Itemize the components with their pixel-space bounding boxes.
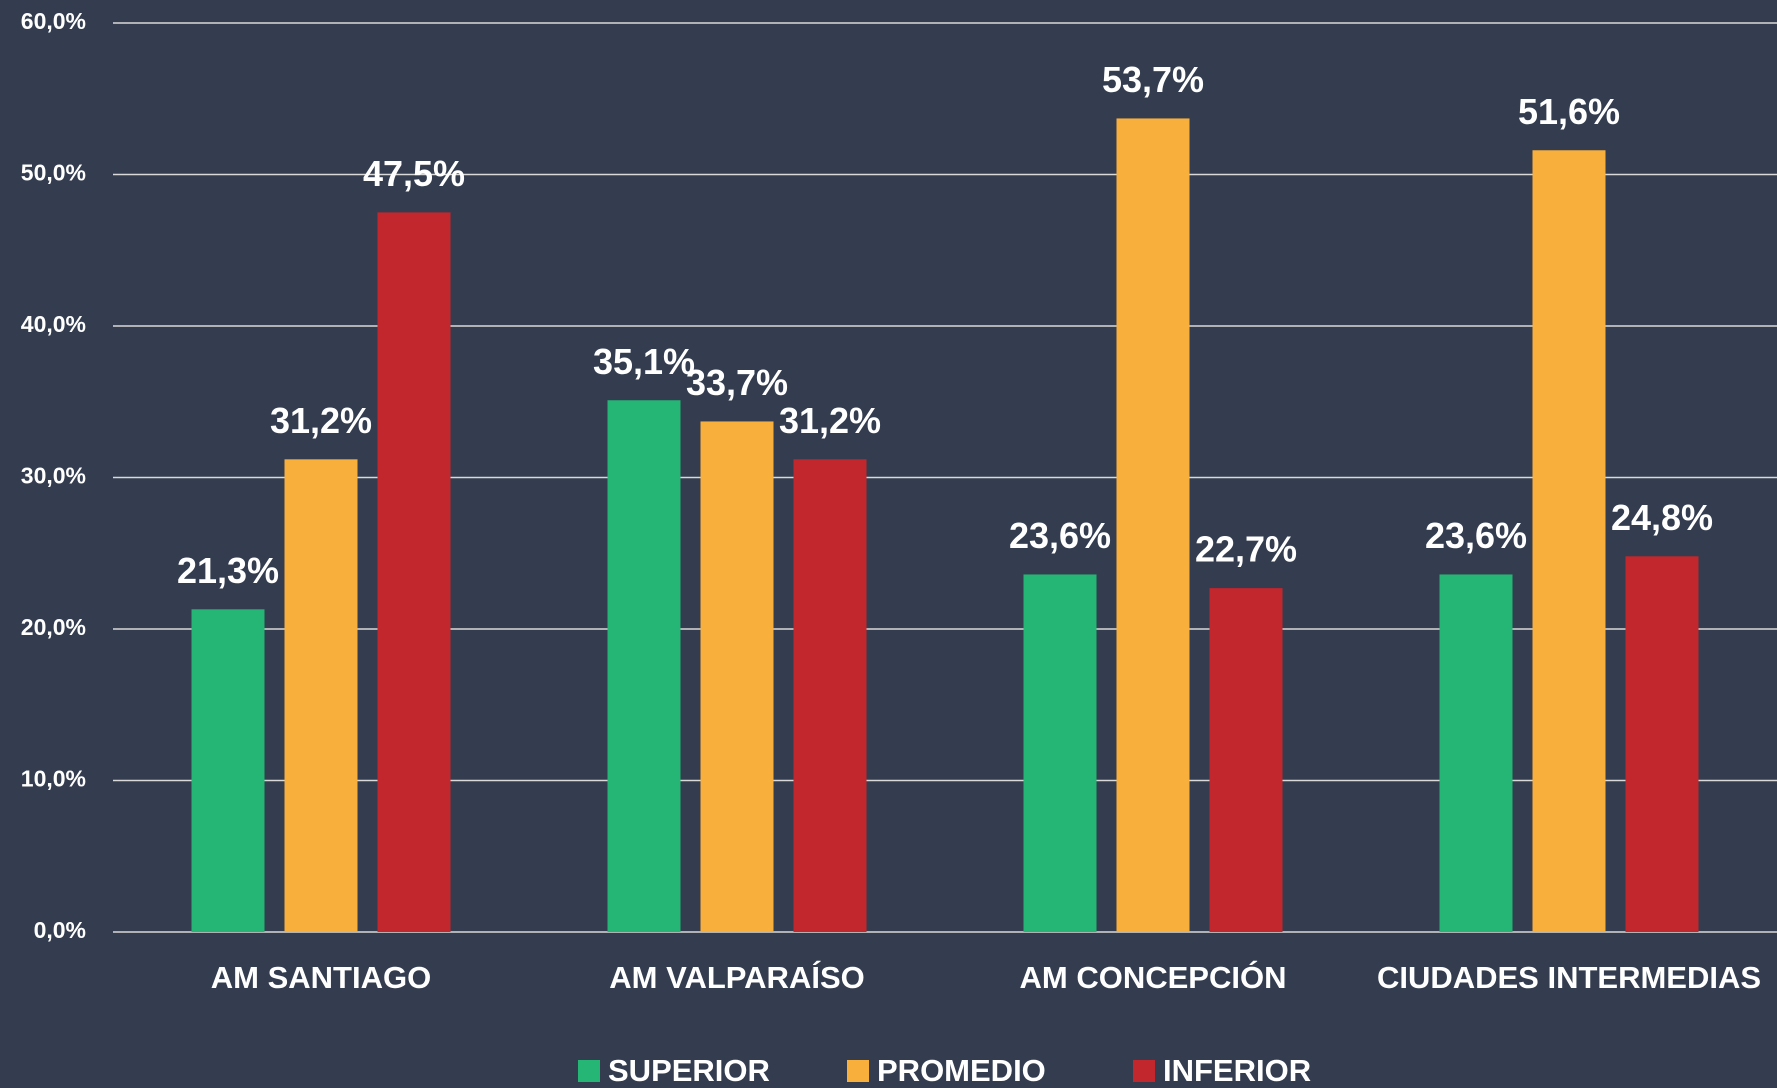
bar <box>1625 556 1699 932</box>
bar <box>1116 118 1190 932</box>
value-label: 23,6% <box>1425 515 1527 556</box>
value-label: 23,6% <box>1009 515 1111 556</box>
y-tick-label: 30,0% <box>21 463 86 489</box>
bar <box>377 212 451 932</box>
value-label: 47,5% <box>363 153 465 194</box>
x-tick-label: CIUDADES INTERMEDIAS <box>1377 960 1761 995</box>
bar <box>793 459 867 932</box>
value-label: 31,2% <box>779 400 881 441</box>
legend-swatch <box>578 1060 600 1082</box>
value-label: 24,8% <box>1611 497 1713 538</box>
value-label: 51,6% <box>1518 91 1620 132</box>
legend-label: PROMEDIO <box>877 1053 1046 1088</box>
value-label: 21,3% <box>177 550 279 591</box>
y-tick-label: 20,0% <box>21 614 86 640</box>
legend-label: INFERIOR <box>1163 1053 1311 1088</box>
bar <box>1209 588 1283 932</box>
x-tick-label: AM CONCEPCIÓN <box>1020 959 1287 995</box>
bar <box>607 400 681 932</box>
bar <box>1439 574 1513 932</box>
y-tick-label: 50,0% <box>21 160 86 186</box>
value-label: 35,1% <box>593 341 695 382</box>
value-label: 22,7% <box>1195 529 1297 570</box>
legend-swatch <box>1133 1060 1155 1082</box>
y-tick-label: 40,0% <box>21 311 86 337</box>
bar <box>700 421 774 932</box>
bar <box>1532 150 1606 932</box>
y-tick-label: 60,0% <box>21 8 86 34</box>
value-label: 33,7% <box>686 362 788 403</box>
y-tick-label: 0,0% <box>34 917 86 943</box>
x-tick-label: AM SANTIAGO <box>211 960 431 995</box>
bar <box>1023 574 1097 932</box>
value-label: 53,7% <box>1102 59 1204 100</box>
bar <box>284 459 358 932</box>
legend-label: SUPERIOR <box>608 1053 770 1088</box>
legend-swatch <box>847 1060 869 1082</box>
y-tick-label: 10,0% <box>21 766 86 792</box>
x-tick-label: AM VALPARAÍSO <box>609 960 864 995</box>
value-label: 31,2% <box>270 400 372 441</box>
bar <box>191 609 265 932</box>
